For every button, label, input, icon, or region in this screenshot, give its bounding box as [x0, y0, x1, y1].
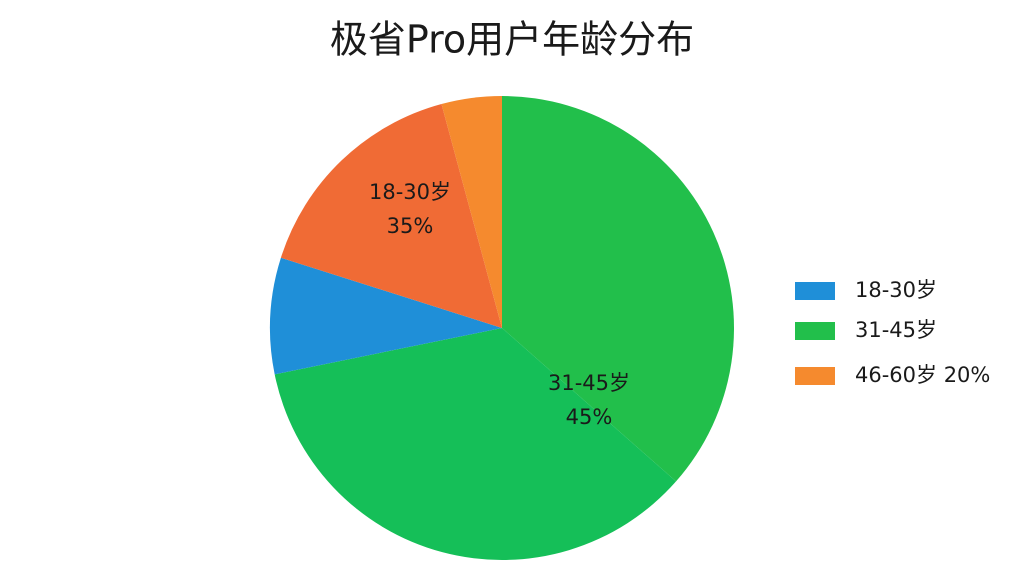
slice-percent: 45% — [566, 405, 613, 429]
slice-label: 18-30岁 — [369, 180, 451, 204]
chart-title: 极省Pro用户年龄分布 — [330, 18, 694, 62]
legend-swatch — [795, 367, 835, 385]
legend-label: 31-45岁 — [855, 318, 937, 342]
legend-swatch — [795, 322, 835, 340]
pie-slice — [502, 96, 734, 482]
slice-percent: 35% — [387, 214, 434, 238]
pie-slice — [280, 104, 502, 328]
pie-slice — [441, 96, 502, 328]
slice-label: 31-45岁 — [548, 371, 630, 395]
pie-slice — [270, 257, 502, 375]
legend-label: 46-60岁 20% — [855, 363, 990, 387]
legend-swatch — [795, 282, 835, 300]
legend-label: 18-30岁 — [855, 278, 937, 302]
pie-slice — [274, 328, 677, 560]
